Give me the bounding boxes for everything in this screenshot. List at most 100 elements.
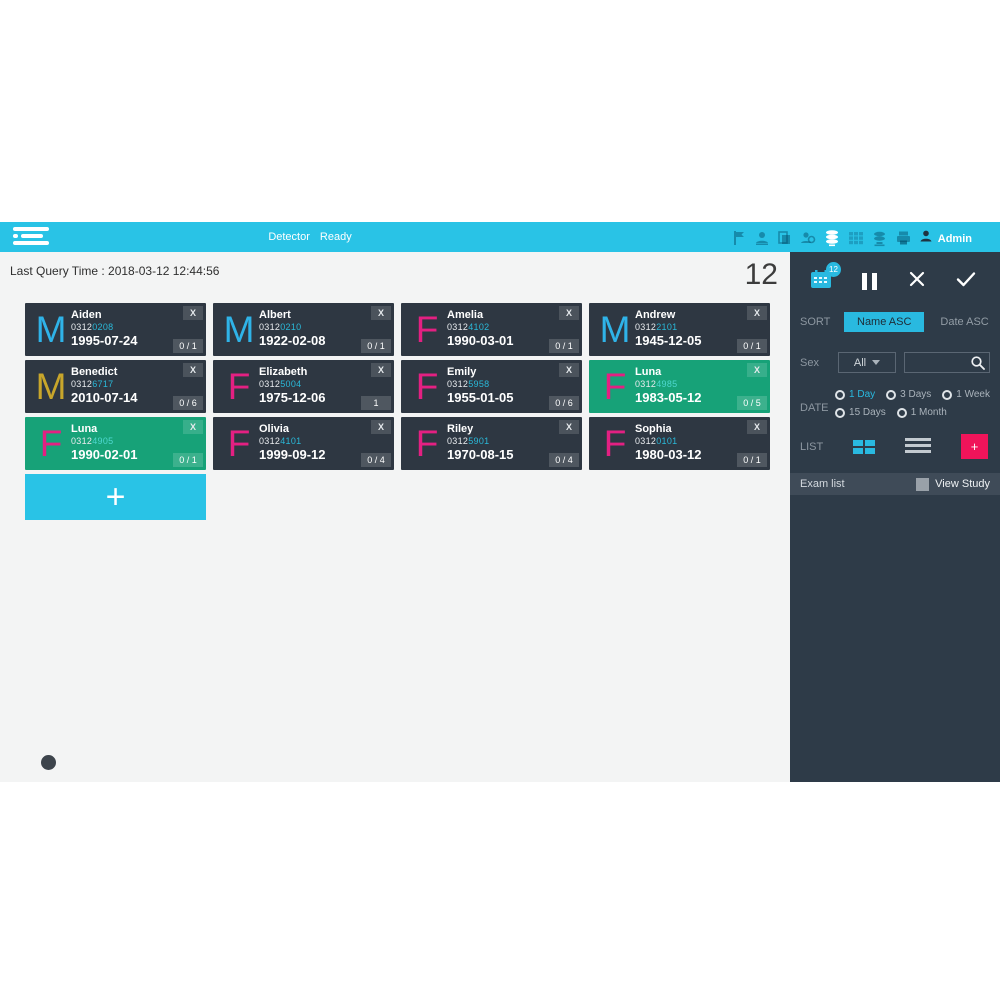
date-radio-1-week[interactable]: 1 Week — [942, 389, 990, 400]
close-icon[interactable]: X — [371, 306, 391, 320]
close-icon[interactable]: X — [183, 306, 203, 320]
patient-id: 03124905 — [71, 436, 206, 446]
menu-icon[interactable] — [13, 227, 49, 248]
patient-card[interactable]: F Sophia 03120101 1980-03-12 X 0 / 1 — [589, 417, 770, 470]
sex-label: Sex — [800, 356, 819, 369]
patient-card[interactable]: F Emily 03125958 1955-01-05 X 0 / 6 — [401, 360, 582, 413]
patient-card[interactable]: F Luna 03124985 1983-05-12 X 0 / 5 — [589, 360, 770, 413]
status-dot — [41, 755, 56, 770]
confirm-icon[interactable] — [956, 271, 976, 292]
search-input[interactable] — [908, 354, 1000, 371]
detector-status: Detector Ready — [268, 231, 351, 243]
worklist-calendar-button[interactable]: 12 — [810, 261, 841, 294]
patient-card[interactable]: F Amelia 03124102 1990-03-01 X 0 / 1 — [401, 303, 582, 356]
close-icon[interactable]: X — [559, 363, 579, 377]
plus-icon: + — [105, 477, 126, 516]
patient-id: 03124101 — [259, 436, 394, 446]
patient-id-prefix: 0312 — [71, 322, 93, 332]
sex-letter: M — [223, 309, 255, 350]
menu-bar — [13, 227, 49, 231]
filter-sidebar: 12 SORT Name ASC Date ASC Sex All DATE — [790, 252, 1000, 782]
menu-bar — [13, 241, 49, 245]
sex-letter: F — [415, 423, 439, 464]
date-radio-15-days[interactable]: 15 Days — [835, 407, 886, 418]
patient-birthdate: 1983-05-12 — [635, 390, 702, 405]
patient-id-prefix: 0312 — [635, 379, 657, 389]
patient-id: 03120101 — [635, 436, 770, 446]
patient-card[interactable]: F Luna 03124905 1990-02-01 X 0 / 1 — [25, 417, 206, 470]
storage-icon[interactable] — [871, 230, 888, 247]
grid-view-icon[interactable] — [853, 439, 876, 454]
sex-letter: M — [35, 366, 67, 407]
patient-name: Amelia — [447, 309, 484, 321]
patient-id-prefix: 0312 — [259, 436, 281, 446]
patient-id-prefix: 0312 — [71, 379, 93, 389]
patient-name: Emily — [447, 366, 477, 378]
top-bar: Detector Ready Admin — [0, 222, 1000, 252]
sex-letter: M — [599, 309, 631, 350]
last-query-time: Last Query Time : 2018-03-12 12:44:56 — [10, 264, 220, 278]
close-icon[interactable]: X — [371, 420, 391, 434]
patient-birthdate: 1999-09-12 — [259, 447, 326, 462]
close-icon[interactable]: X — [183, 420, 203, 434]
patient-card[interactable]: F Olivia 03124101 1999-09-12 X 0 / 4 — [213, 417, 394, 470]
copy-icon[interactable] — [777, 230, 792, 246]
patient-birthdate: 1990-02-01 — [71, 447, 138, 462]
patient-id-prefix: 0312 — [635, 322, 657, 332]
date-radio-3-days[interactable]: 3 Days — [886, 389, 931, 400]
sex-select[interactable]: All — [838, 352, 896, 373]
flag-icon[interactable] — [732, 230, 747, 246]
sort-name-asc-button[interactable]: Name ASC — [844, 312, 925, 332]
sort-date-asc-button[interactable]: Date ASC — [940, 316, 989, 328]
patient-card[interactable]: M Benedict 03126717 2010-07-14 X 0 / 6 — [25, 360, 206, 413]
close-icon[interactable]: X — [747, 306, 767, 320]
cancel-icon[interactable] — [908, 270, 926, 293]
patient-id: 03125958 — [447, 379, 582, 389]
close-icon[interactable]: X — [559, 420, 579, 434]
patient-name: Luna — [71, 423, 98, 435]
patient-id-suffix: 6717 — [92, 379, 114, 389]
add-patient-button[interactable]: + — [25, 474, 206, 520]
patient-birthdate: 2010-07-14 — [71, 390, 138, 405]
sex-letter: F — [39, 423, 63, 464]
add-exam-button[interactable]: + — [961, 434, 988, 459]
database-icon[interactable] — [823, 229, 841, 247]
patient-id-suffix: 4101 — [280, 436, 302, 446]
sex-letter: F — [603, 366, 627, 407]
list-view-section: LIST + — [790, 434, 1000, 459]
date-radio-1-day[interactable]: 1 Day — [835, 389, 875, 400]
patient-id-prefix: 0312 — [447, 322, 469, 332]
date-radio-1-month[interactable]: 1 Month — [896, 407, 947, 418]
close-icon[interactable]: X — [747, 363, 767, 377]
patient-card[interactable]: M Aiden 03120208 1995-07-24 X 0 / 1 — [25, 303, 206, 356]
close-icon[interactable]: X — [371, 363, 391, 377]
pause-icon[interactable] — [862, 272, 878, 290]
admin-account[interactable]: Admin — [919, 229, 972, 248]
user-search-icon[interactable] — [799, 230, 816, 246]
patient-id: 03124985 — [635, 379, 770, 389]
list-view-icon[interactable] — [905, 437, 932, 456]
close-icon[interactable]: X — [183, 363, 203, 377]
patient-birthdate: 1955-01-05 — [447, 390, 514, 405]
patient-card[interactable]: M Andrew 03122101 1945-12-05 X 0 / 1 — [589, 303, 770, 356]
printer-icon[interactable] — [895, 230, 912, 246]
user-icon[interactable] — [754, 230, 770, 246]
patient-id-suffix: 4985 — [656, 379, 678, 389]
sort-label: SORT — [800, 316, 831, 328]
date-filter-section: DATE 1 Day 3 Days 1 Week 15 Days 1 Month — [790, 389, 1000, 418]
view-study-checkbox[interactable] — [916, 477, 930, 491]
list-label: LIST — [800, 440, 824, 453]
patient-grid: M Aiden 03120208 1995-07-24 X 0 / 1 M Al… — [25, 303, 773, 520]
close-icon[interactable]: X — [559, 306, 579, 320]
patient-id-suffix: 5901 — [468, 436, 490, 446]
close-icon[interactable]: X — [747, 420, 767, 434]
worklist-area: Last Query Time : 2018-03-12 12:44:56 12… — [0, 252, 790, 782]
search-icon[interactable] — [970, 355, 986, 371]
patient-card[interactable]: M Albert 03120210 1922-02-08 X 0 / 1 — [213, 303, 394, 356]
patient-name: Andrew — [635, 309, 676, 321]
topbar-icon-group — [732, 229, 912, 247]
patient-card[interactable]: F Elizabeth 03125004 1975-12-06 X 1 — [213, 360, 394, 413]
table-icon[interactable] — [848, 230, 864, 246]
patient-id-prefix: 0312 — [259, 379, 281, 389]
patient-card[interactable]: F Riley 03125901 1970-08-15 X 0 / 4 — [401, 417, 582, 470]
